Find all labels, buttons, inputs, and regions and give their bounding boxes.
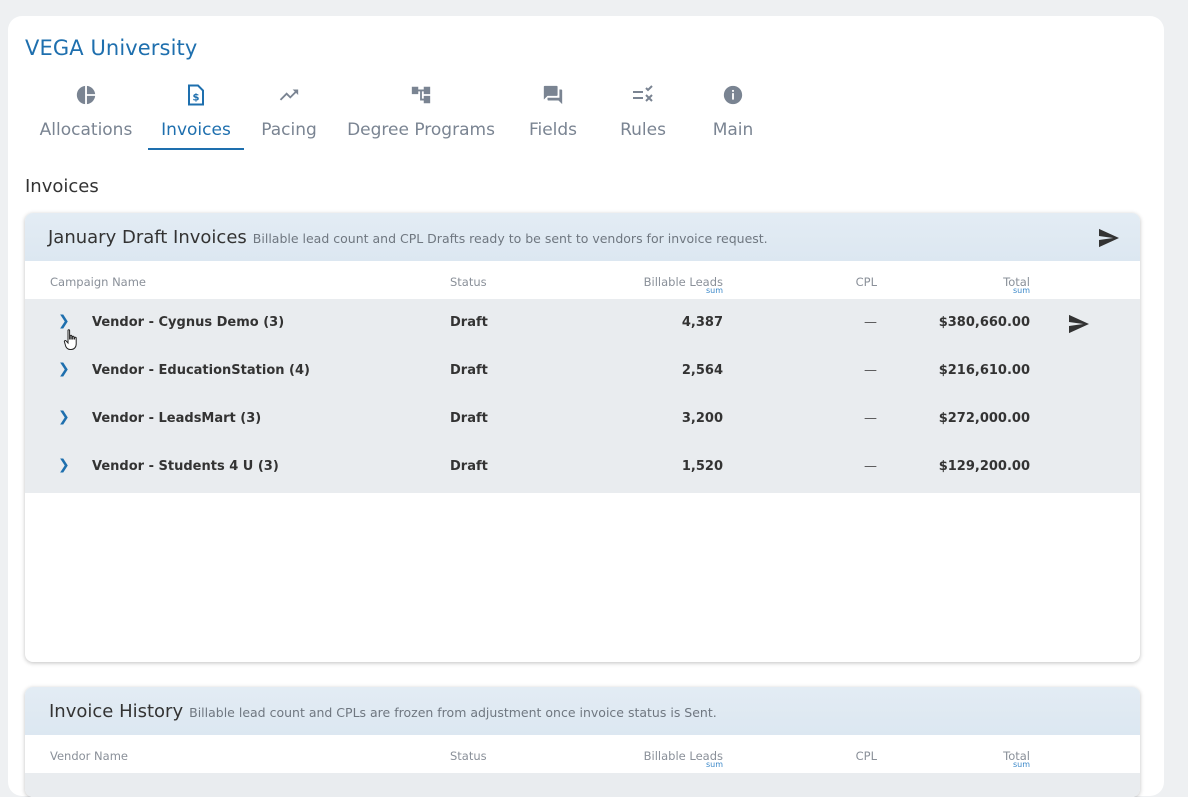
chevron-right-icon[interactable]: ❯ — [58, 361, 70, 377]
billable-leads-cell: 4,387 — [681, 315, 723, 330]
chevron-right-icon[interactable]: ❯ — [58, 457, 70, 473]
sum-label: sum — [705, 760, 723, 769]
card-subtitle: Billable lead count and CPLs are frozen … — [189, 705, 717, 720]
active-tab-indicator — [148, 148, 244, 150]
card-title-text: January Draft Invoices — [48, 227, 247, 248]
column-header-total[interactable]: Total sum — [1003, 749, 1030, 769]
status-cell: Draft — [450, 315, 488, 330]
invoice-history-card: Invoice History Billable lead count and C… — [25, 687, 1140, 797]
vendor-name: Vendor - LeadsMart (3) — [92, 411, 262, 426]
status-cell: Draft — [450, 363, 488, 378]
column-header-cpl[interactable]: CPL — [855, 749, 877, 763]
tab-label: Rules — [620, 120, 666, 140]
rules-icon — [612, 82, 674, 108]
sum-label: sum — [1012, 286, 1030, 295]
tab-label: Pacing — [261, 120, 317, 140]
send-row-button[interactable] — [1068, 314, 1090, 338]
cpl-cell: — — [864, 411, 877, 426]
vendor-name: Vendor - Students 4 U (3) — [92, 459, 279, 474]
column-header-status[interactable]: Status — [450, 275, 487, 289]
tab-label: Degree Programs — [347, 120, 495, 140]
table-row[interactable]: ❯ Vendor - LeadsMart (3) Draft 3,200 — $… — [25, 395, 1140, 443]
chevron-right-icon[interactable]: ❯ — [58, 313, 70, 329]
column-header-vendor-name[interactable]: Vendor Name — [50, 749, 128, 763]
table-row[interactable]: ❯ Vendor - Cygnus Demo (3) Draft 4,387 —… — [25, 299, 1140, 347]
draft-table-body: ❯ Vendor - Cygnus Demo (3) Draft 4,387 —… — [25, 299, 1140, 493]
send-icon — [1069, 314, 1089, 334]
trending-up-icon — [257, 82, 321, 108]
cpl-cell: — — [864, 459, 877, 474]
column-header-cpl[interactable]: CPL — [855, 275, 877, 289]
card-title-text: Invoice History — [49, 701, 184, 722]
total-cell: $272,000.00 — [938, 411, 1030, 426]
history-table-body — [25, 773, 1140, 797]
column-header-billable-leads[interactable]: Billable Leads sum — [643, 749, 723, 769]
total-cell: $216,610.00 — [938, 363, 1030, 378]
card-header: January Draft Invoices Billable lead coun… — [25, 213, 1140, 261]
table-row[interactable]: ❯ Vendor - Students 4 U (3) Draft 1,520 … — [25, 443, 1140, 491]
sum-label: sum — [705, 286, 723, 295]
tab-label: Invoices — [161, 120, 231, 140]
table-row[interactable]: ❯ Vendor - EducationStation (4) Draft 2,… — [25, 347, 1140, 395]
card-title: Invoice History Billable lead count and C… — [49, 701, 717, 722]
column-header-campaign-name[interactable]: Campaign Name — [50, 275, 146, 289]
tab-fields[interactable]: Fields — [522, 82, 584, 150]
app-title: VEGA University — [25, 36, 198, 60]
tab-invoices[interactable]: $ Invoices — [148, 82, 244, 150]
section-title: Invoices — [25, 176, 99, 197]
vendor-name: Vendor - EducationStation (4) — [92, 363, 310, 378]
status-cell: Draft — [450, 411, 488, 426]
column-header-label: Billable Leads — [643, 275, 723, 289]
cpl-cell: — — [864, 315, 877, 330]
tab-degree-programs[interactable]: Degree Programs — [347, 82, 495, 150]
tab-main[interactable]: Main — [708, 82, 758, 150]
pie-chart-icon — [33, 82, 139, 108]
tab-pacing[interactable]: Pacing — [257, 82, 321, 150]
column-header-label: Total — [1003, 275, 1030, 289]
hierarchy-icon — [347, 82, 495, 108]
send-icon — [1099, 228, 1119, 248]
chevron-right-icon[interactable]: ❯ — [58, 409, 70, 425]
tab-label: Fields — [528, 120, 578, 140]
billable-leads-cell: 3,200 — [681, 411, 723, 426]
draft-invoices-card: January Draft Invoices Billable lead coun… — [25, 213, 1140, 662]
tab-label: Main — [712, 120, 754, 140]
billable-leads-cell: 2,564 — [681, 363, 723, 378]
card-subtitle: Billable lead count and CPL Drafts ready… — [252, 231, 768, 246]
invoice-icon: $ — [148, 82, 244, 108]
hand-cursor-icon — [63, 328, 81, 356]
tab-rules[interactable]: Rules — [612, 82, 674, 150]
chat-icon — [522, 82, 584, 108]
billable-leads-cell: 1,520 — [681, 459, 723, 474]
svg-text:$: $ — [193, 93, 200, 104]
total-cell: $129,200.00 — [938, 459, 1030, 474]
column-header-billable-leads[interactable]: Billable Leads sum — [643, 275, 723, 295]
info-icon — [708, 82, 758, 108]
status-cell: Draft — [450, 459, 488, 474]
card-title: January Draft Invoices Billable lead coun… — [48, 227, 768, 248]
vendor-name: Vendor - Cygnus Demo (3) — [92, 315, 285, 330]
column-header-label: Total — [1003, 749, 1030, 763]
card-header: Invoice History Billable lead count and C… — [25, 687, 1140, 735]
column-header-total[interactable]: Total sum — [1003, 275, 1030, 295]
column-header-label: Billable Leads — [643, 749, 723, 763]
tab-label: Allocations — [39, 120, 133, 140]
send-all-button[interactable] — [1098, 228, 1120, 252]
tab-allocations[interactable]: Allocations — [33, 82, 139, 150]
sum-label: sum — [1012, 760, 1030, 769]
total-cell: $380,660.00 — [938, 315, 1030, 330]
column-header-status[interactable]: Status — [450, 749, 487, 763]
cpl-cell: — — [864, 363, 877, 378]
